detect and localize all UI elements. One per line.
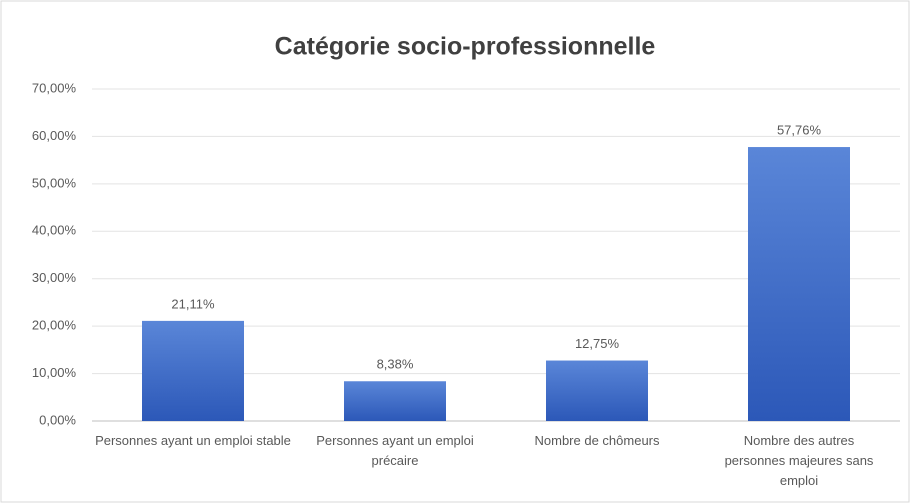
- bar: [344, 381, 446, 421]
- y-tick-label: 50,00%: [32, 175, 77, 190]
- y-tick-label: 10,00%: [32, 365, 77, 380]
- y-tick-label: 30,00%: [32, 270, 77, 285]
- data-label: 12,75%: [575, 336, 620, 351]
- chart-title: Catégorie socio-professionnelle: [275, 33, 656, 61]
- y-tick-label: 70,00%: [32, 80, 77, 95]
- x-tick-label: Nombre de chômeurs: [534, 433, 660, 448]
- y-tick-label: 20,00%: [32, 318, 77, 333]
- data-label: 57,76%: [777, 122, 822, 137]
- bar: [546, 360, 648, 421]
- y-tick-label: 0,00%: [39, 412, 76, 427]
- y-tick-label: 40,00%: [32, 223, 77, 238]
- bar: [142, 320, 244, 421]
- bar: [748, 147, 850, 422]
- x-tick-label: Nombre des autres personnes majeures san…: [724, 433, 874, 488]
- x-tick-label: Personnes ayant un emploi précaire: [316, 433, 474, 468]
- data-label: 8,38%: [377, 357, 414, 372]
- x-tick-label: Personnes ayant un emploi stable: [95, 433, 291, 448]
- data-label: 21,11%: [171, 296, 215, 311]
- y-tick-label: 60,00%: [32, 128, 77, 143]
